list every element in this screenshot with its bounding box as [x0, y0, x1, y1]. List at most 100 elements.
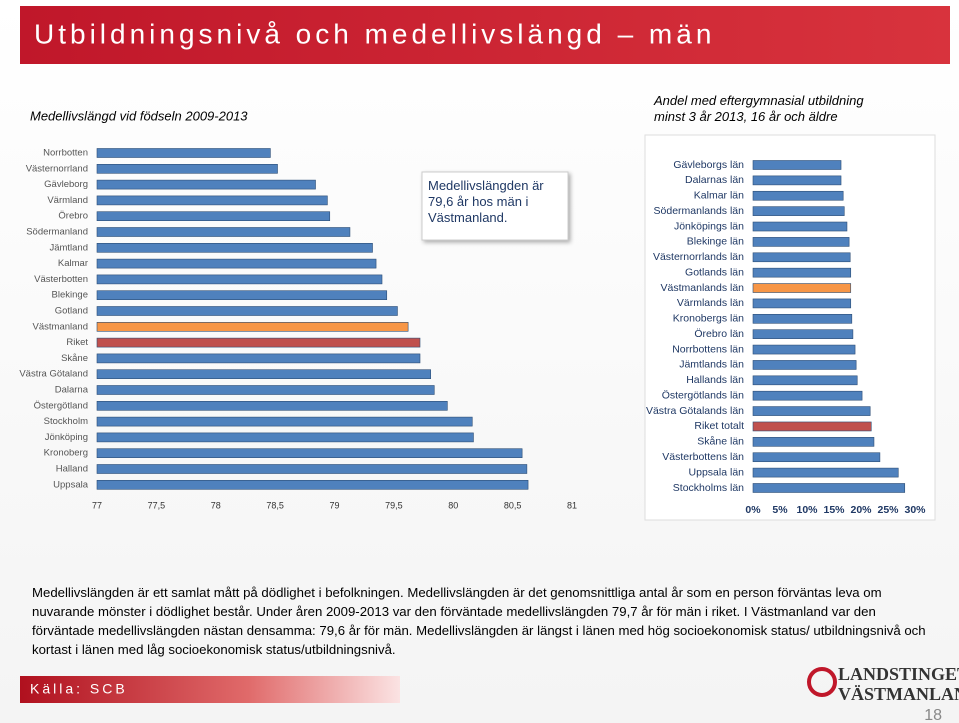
bar [752, 467, 899, 478]
bar [96, 337, 421, 348]
y-tick-label: Kronobergs län [673, 313, 744, 325]
bar [752, 160, 842, 170]
bar [752, 329, 854, 339]
bar [96, 385, 435, 395]
y-tick-label: Skåne län [697, 436, 744, 448]
x-tick-label: 78 [211, 500, 221, 510]
x-tick-label: 80,5 [504, 500, 522, 510]
source-bar [20, 676, 400, 703]
bar [752, 252, 851, 263]
x-tick-label: 20% [850, 504, 872, 516]
body-text: Medellivslängden är ett samlat mått på d… [32, 585, 926, 657]
y-tick-label: Östergötland [34, 400, 88, 411]
bar [752, 221, 848, 232]
logo-icon [807, 667, 837, 697]
bar [96, 448, 523, 459]
bar [96, 321, 409, 332]
bar [752, 237, 850, 247]
bar [752, 360, 857, 370]
x-tick-label: 15% [823, 504, 845, 516]
page-number: 18 [924, 707, 942, 723]
y-tick-label: Jämtland [49, 242, 88, 253]
y-tick-label: Dalarna [55, 385, 89, 396]
y-tick-label: Uppsala [53, 479, 89, 490]
logo-text: VÄSTMANLAND [838, 684, 959, 704]
y-tick-label: Kalmar [58, 258, 88, 269]
y-tick-label: Jönköping [45, 432, 88, 443]
y-tick-label: Dalarnas län [685, 174, 744, 186]
y-tick-label: Värmlands län [677, 297, 744, 309]
bar [96, 464, 528, 474]
y-tick-label: Västernorrlands län [653, 251, 744, 263]
bar [752, 375, 858, 386]
bar [752, 406, 871, 416]
y-tick-label: Västerbotten [34, 274, 88, 285]
x-tick-label: 10% [796, 504, 818, 516]
annotation: Medellivslängden är 79,6 år hos män i Vä… [428, 178, 544, 225]
y-tick-label: Västernorrland [26, 163, 88, 174]
x-tick-label: 5% [772, 504, 788, 516]
y-tick-label: Kalmar län [694, 190, 744, 202]
logo-text: LANDSTINGET [838, 664, 959, 684]
y-tick-label: Halland [56, 464, 88, 475]
bar [96, 227, 351, 237]
y-tick-label: Gotlands län [685, 266, 744, 278]
chart-title: Medellivslängd vid födseln 2009-2013 [30, 108, 248, 123]
bar [752, 344, 856, 355]
title-bar [20, 6, 950, 64]
y-tick-label: Värmland [47, 195, 88, 206]
y-tick-label: Västmanlands län [661, 282, 745, 294]
y-tick-label: Uppsala län [689, 466, 745, 478]
x-tick-label: 80 [448, 500, 458, 510]
y-tick-label: Kronoberg [44, 448, 88, 459]
x-tick-label: 78,5 [266, 500, 284, 510]
y-tick-label: Gävleborg [44, 179, 88, 190]
bar [752, 175, 842, 186]
y-tick-label: Gävleborgs län [673, 159, 744, 171]
bar [752, 267, 852, 278]
y-tick-label: Östergötlands län [662, 389, 744, 401]
y-tick-label: Västra Götalands län [646, 405, 744, 417]
y-tick-label: Stockholm [44, 416, 88, 427]
bar [752, 283, 852, 293]
y-tick-label: Södermanland [26, 227, 88, 238]
x-tick-label: 30% [904, 504, 926, 516]
y-tick-label: Västra Götaland [19, 369, 88, 380]
y-tick-label: Norrbotten [43, 148, 88, 159]
slide-title: Utbildningsnivå och medellivslängd – män [34, 18, 715, 49]
bar [96, 179, 316, 190]
chart-title: Andel med eftergymnasial utbildning mins… [654, 93, 864, 124]
bar [752, 298, 852, 309]
y-tick-label: Stockholms län [673, 482, 744, 494]
y-tick-label: Hallands län [686, 374, 744, 386]
bar [96, 258, 377, 269]
bar [752, 452, 881, 463]
bar [96, 432, 474, 443]
x-tick-label: 79 [329, 500, 339, 510]
y-tick-label: Skåne [61, 353, 88, 364]
bar [96, 369, 431, 380]
y-tick-label: Riket [66, 337, 88, 348]
x-tick-label: 79,5 [385, 500, 403, 510]
chart-title-box: Andel med eftergymnasial utbildning mins… [654, 93, 864, 124]
bar [752, 313, 853, 324]
bar [96, 400, 448, 411]
x-tick-label: 25% [877, 504, 899, 516]
bar [96, 306, 398, 316]
bar [752, 437, 875, 447]
bar [96, 274, 383, 285]
x-tick-label: 81 [567, 500, 577, 510]
bar [752, 421, 872, 432]
y-tick-label: Södermanlands län [654, 205, 745, 217]
bar [752, 190, 844, 201]
y-tick-label: Jämtlands län [679, 359, 744, 371]
bar [752, 206, 845, 216]
bar [96, 353, 421, 364]
bar [96, 148, 271, 158]
y-tick-label: Norrbottens län [672, 343, 744, 355]
y-tick-label: Västerbottens län [662, 451, 744, 463]
y-tick-label: Örebro län [694, 328, 744, 340]
bar [96, 243, 373, 253]
